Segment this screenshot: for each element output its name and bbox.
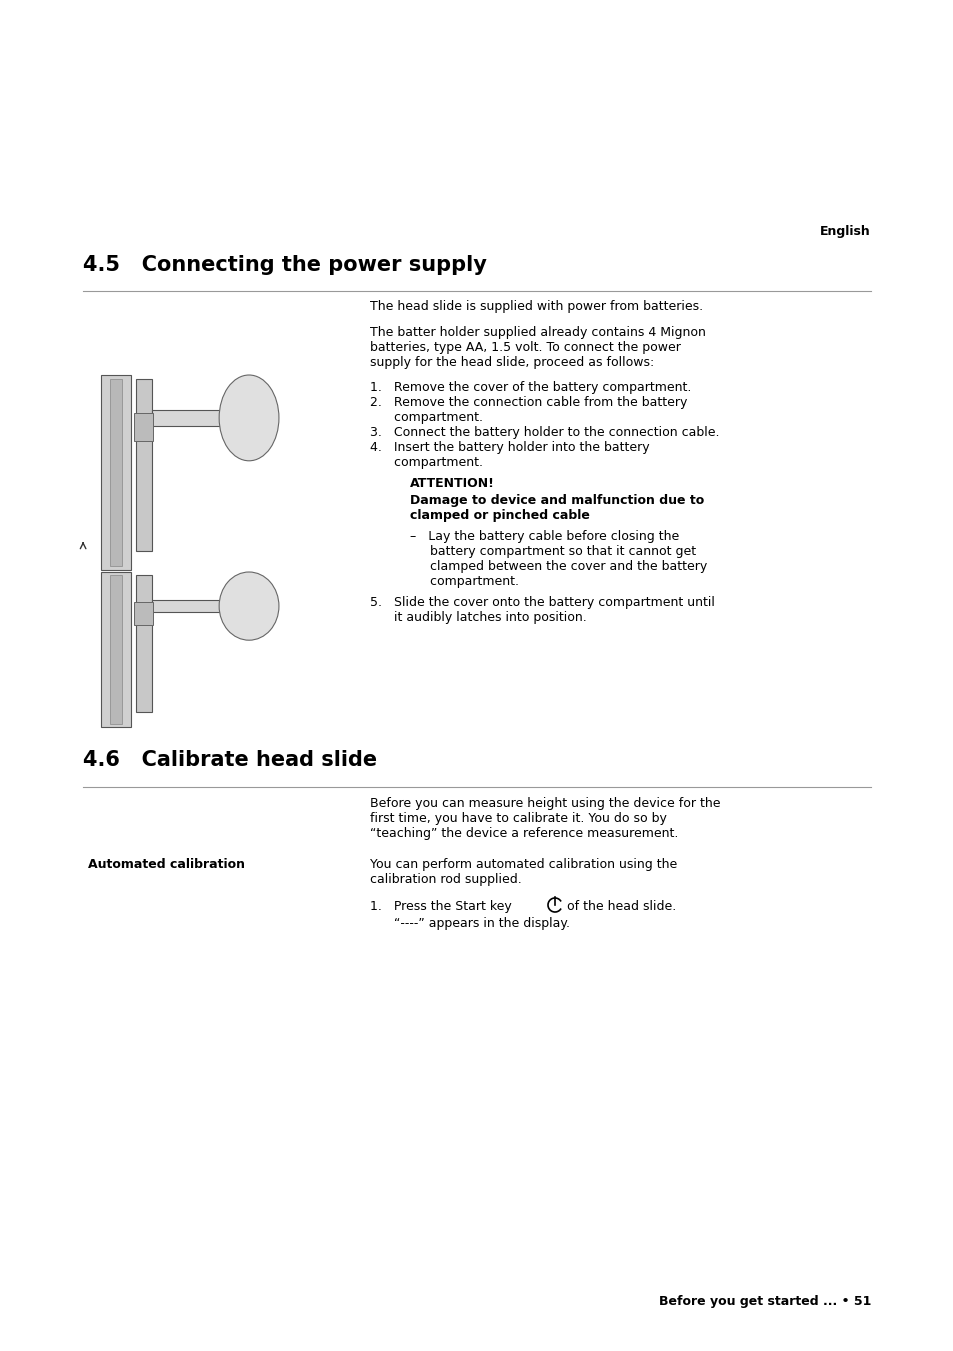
- Text: Automated calibration: Automated calibration: [88, 858, 245, 871]
- Text: English: English: [820, 226, 870, 238]
- Text: compartment.: compartment.: [370, 457, 482, 469]
- Text: clamped or pinched cable: clamped or pinched cable: [410, 509, 589, 521]
- Text: of the head slide.: of the head slide.: [566, 900, 676, 913]
- Text: You can perform automated calibration using the: You can perform automated calibration us…: [370, 858, 677, 871]
- Text: compartment.: compartment.: [410, 576, 518, 588]
- Bar: [152, 411, 221, 426]
- Text: “----” appears in the display.: “----” appears in the display.: [370, 917, 569, 929]
- Text: 4.6   Calibrate head slide: 4.6 Calibrate head slide: [83, 750, 376, 770]
- Text: it audibly latches into position.: it audibly latches into position.: [370, 611, 586, 624]
- Bar: [136, 576, 152, 712]
- Text: 3.   Connect the battery holder to the connection cable.: 3. Connect the battery holder to the con…: [370, 426, 719, 439]
- Text: Damage to device and malfunction due to: Damage to device and malfunction due to: [410, 494, 703, 507]
- Text: 5.   Slide the cover onto the battery compartment until: 5. Slide the cover onto the battery comp…: [370, 596, 714, 609]
- Bar: [101, 376, 132, 570]
- Text: calibration rod supplied.: calibration rod supplied.: [370, 873, 521, 886]
- Bar: [101, 571, 132, 727]
- Text: 1.   Press the Start key: 1. Press the Start key: [370, 900, 511, 913]
- Ellipse shape: [219, 376, 278, 461]
- Text: supply for the head slide, proceed as follows:: supply for the head slide, proceed as fo…: [370, 357, 654, 369]
- Text: compartment.: compartment.: [370, 411, 482, 424]
- Bar: [136, 378, 152, 550]
- Text: clamped between the cover and the battery: clamped between the cover and the batter…: [410, 561, 706, 573]
- Text: “teaching” the device a reference measurement.: “teaching” the device a reference measur…: [370, 827, 678, 840]
- Text: The batter holder supplied already contains 4 Mignon: The batter holder supplied already conta…: [370, 326, 705, 339]
- Bar: [133, 413, 153, 442]
- Text: 2.   Remove the connection cable from the battery: 2. Remove the connection cable from the …: [370, 396, 687, 409]
- Text: The head slide is supplied with power from batteries.: The head slide is supplied with power fr…: [370, 300, 702, 313]
- Text: Before you get started ... • 51: Before you get started ... • 51: [658, 1296, 870, 1308]
- Text: 4.   Insert the battery holder into the battery: 4. Insert the battery holder into the ba…: [370, 440, 649, 454]
- Text: 4.5   Connecting the power supply: 4.5 Connecting the power supply: [83, 255, 486, 276]
- Bar: [111, 378, 122, 566]
- Text: 1.   Remove the cover of the battery compartment.: 1. Remove the cover of the battery compa…: [370, 381, 691, 394]
- Ellipse shape: [219, 571, 278, 640]
- Text: Before you can measure height using the device for the: Before you can measure height using the …: [370, 797, 720, 811]
- Text: ATTENTION!: ATTENTION!: [410, 477, 495, 490]
- Text: –   Lay the battery cable before closing the: – Lay the battery cable before closing t…: [410, 530, 679, 543]
- Bar: [111, 576, 122, 724]
- Text: first time, you have to calibrate it. You do so by: first time, you have to calibrate it. Yo…: [370, 812, 666, 825]
- Bar: [133, 603, 153, 624]
- Text: batteries, type AA, 1.5 volt. To connect the power: batteries, type AA, 1.5 volt. To connect…: [370, 340, 680, 354]
- Text: battery compartment so that it cannot get: battery compartment so that it cannot ge…: [410, 544, 696, 558]
- Bar: [152, 600, 221, 612]
